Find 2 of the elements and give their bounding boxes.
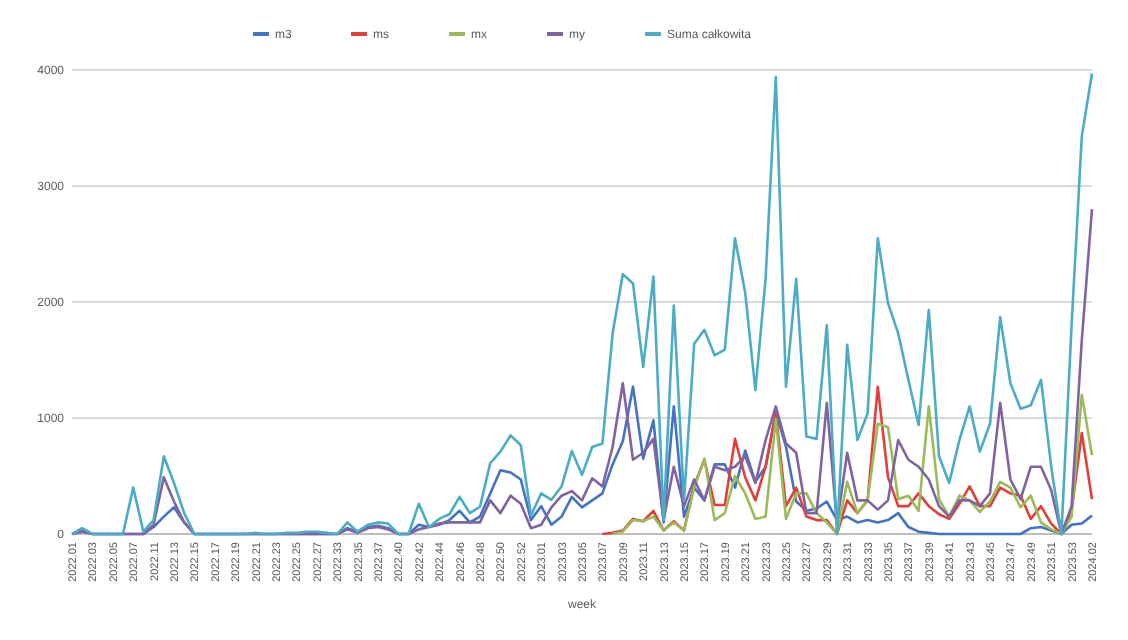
line-series [70, 207, 1094, 536]
line-series [70, 72, 1094, 536]
